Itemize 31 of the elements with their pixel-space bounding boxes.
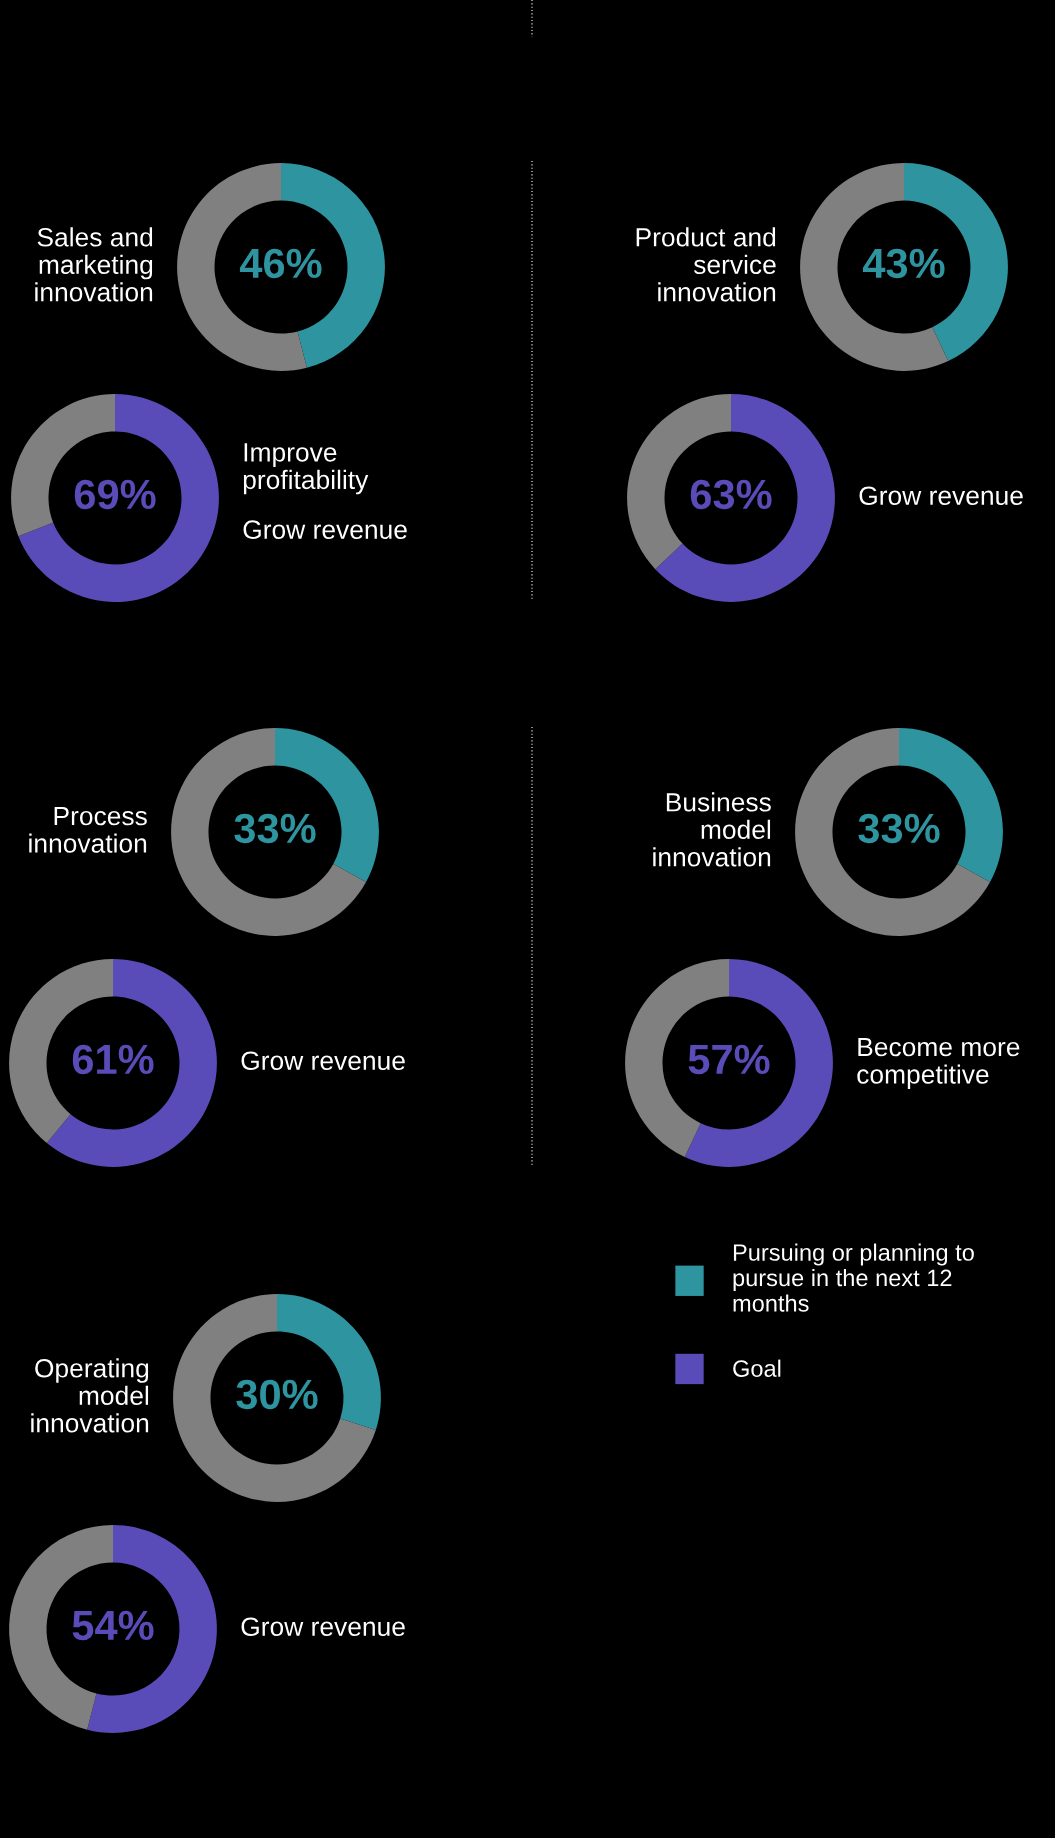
donut-slice bbox=[800, 163, 949, 371]
text: Grow revenue bbox=[859, 486, 1023, 506]
data-label: 54% bbox=[72, 1610, 154, 1641]
data-label: 46% bbox=[239, 248, 322, 279]
text: Grow revenue bbox=[241, 1051, 405, 1071]
text: Grow revenue bbox=[243, 520, 407, 539]
data-label: 30% bbox=[236, 1379, 318, 1410]
legend-label: Pursuing or planning to pursue in the next 12 months bbox=[733, 1243, 974, 1312]
data-label: 57% bbox=[688, 1044, 770, 1075]
donut-slice bbox=[18, 394, 219, 602]
text: Process innovation bbox=[29, 806, 147, 853]
donut-slice bbox=[795, 728, 991, 936]
data-label: 63% bbox=[690, 479, 772, 510]
data-label: 69% bbox=[74, 479, 156, 510]
donut-slice bbox=[655, 394, 835, 602]
donut-slice bbox=[46, 959, 217, 1167]
text: Business model innovation bbox=[653, 792, 771, 867]
text: Sales and marketing innovation bbox=[35, 227, 153, 302]
legend-label: Goal bbox=[733, 1359, 781, 1377]
text: Improve profitability bbox=[243, 443, 369, 495]
data-label: 33% bbox=[858, 813, 940, 844]
data-label: 43% bbox=[862, 248, 945, 279]
text: Operating model innovation bbox=[31, 1358, 149, 1433]
donut-slice bbox=[173, 1294, 376, 1502]
text: Become more competitive bbox=[857, 1037, 1020, 1090]
donut-slice bbox=[171, 728, 367, 936]
data-label: 61% bbox=[72, 1044, 154, 1075]
text: Grow revenue bbox=[241, 1617, 405, 1637]
text: Product and service innovation bbox=[636, 227, 776, 302]
data-label: 33% bbox=[234, 813, 316, 844]
donut-slice bbox=[684, 959, 833, 1167]
